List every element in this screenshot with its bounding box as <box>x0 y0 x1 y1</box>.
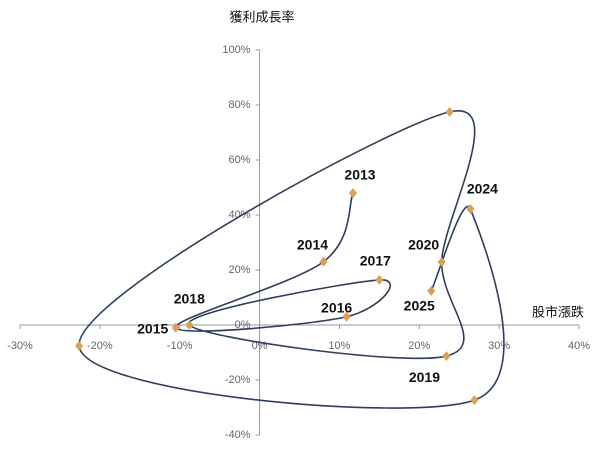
year-label: 2020 <box>408 237 439 253</box>
marker <box>342 311 351 322</box>
marker <box>349 188 358 198</box>
marker <box>427 285 436 296</box>
year-label: 2019 <box>409 369 440 385</box>
x-tick-label: -20% <box>87 340 113 352</box>
year-label: 2018 <box>174 291 205 307</box>
y-axis-title: 獲利成長率 <box>229 10 294 26</box>
y-tick-label: 40% <box>229 209 251 221</box>
x-axis-title: 股市漲跌 <box>532 305 584 321</box>
year-label: 2013 <box>344 167 375 183</box>
x-tick-label: -10% <box>167 340 193 352</box>
year-label: 2016 <box>321 299 352 315</box>
y-tick-label: 100% <box>222 44 250 56</box>
y-tick-label: -20% <box>225 374 251 386</box>
y-tick-label: 80% <box>229 99 251 111</box>
year-label: 2024 <box>467 181 498 197</box>
x-tick-label: 20% <box>408 340 430 352</box>
x-tick-label: 40% <box>568 340 590 352</box>
marker <box>445 106 454 117</box>
marker <box>319 256 328 267</box>
year-label: 2025 <box>404 298 435 314</box>
x-tick-label: 30% <box>488 340 510 352</box>
year-label: 2014 <box>297 236 328 252</box>
marker <box>171 322 180 333</box>
y-tick-label: -40% <box>225 429 251 441</box>
y-tick-label: 20% <box>229 264 251 276</box>
x-tick-label: 10% <box>328 340 350 352</box>
x-tick-label: -30% <box>7 340 33 352</box>
y-tick-label: 0% <box>235 319 251 331</box>
y-tick-label: 60% <box>229 154 251 166</box>
marker <box>442 351 451 362</box>
marker <box>470 395 479 406</box>
marker <box>75 340 84 351</box>
marker <box>466 203 475 214</box>
marker <box>185 320 194 330</box>
trajectory-line <box>78 110 505 409</box>
marker <box>375 274 384 285</box>
year-label: 2015 <box>137 320 168 336</box>
marker <box>437 257 446 268</box>
year-label: 2017 <box>360 253 391 269</box>
